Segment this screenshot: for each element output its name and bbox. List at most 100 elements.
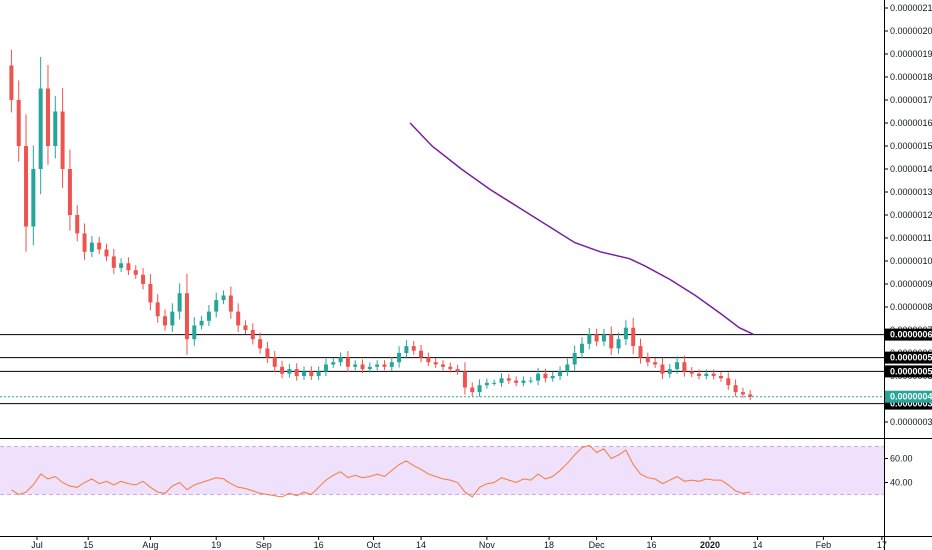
rsi-line (11, 444, 751, 498)
candle (726, 378, 731, 386)
time-tick-label: Feb (816, 540, 832, 550)
candle (492, 382, 497, 384)
candle (718, 376, 723, 379)
candle (236, 311, 241, 326)
candle (111, 256, 116, 268)
candle (75, 215, 80, 234)
candle (514, 380, 519, 383)
candle (331, 362, 336, 365)
candle (404, 346, 409, 353)
candle (565, 364, 570, 372)
candle (579, 343, 584, 353)
candle (660, 364, 665, 374)
candle (353, 364, 358, 367)
candle (499, 378, 504, 383)
candle (250, 330, 255, 340)
candle (389, 362, 394, 367)
time-tick-label: 16 (646, 540, 656, 550)
price-tag[interactable] (885, 351, 932, 364)
candle (711, 373, 716, 376)
candle (265, 348, 270, 358)
time-tick-label: Dec (589, 540, 606, 550)
time-tick-label: 16 (314, 540, 324, 550)
price-tag-label[interactable]: 0.00000058 (890, 353, 932, 363)
time-tick-label: Nov (479, 540, 496, 550)
moving-average-line (409, 122, 755, 336)
candle (382, 364, 387, 367)
candle (609, 334, 614, 349)
candle (631, 327, 636, 347)
candle (60, 111, 65, 169)
price-tag-label[interactable]: 0.00000068 (890, 330, 932, 340)
price-tags[interactable]: 0.00000068 0.00000058 0.00000052 0.00000038… (885, 328, 932, 410)
candle (426, 357, 431, 363)
candle (623, 327, 628, 340)
candles (9, 49, 753, 401)
time-tick-label: 2020 (700, 540, 720, 550)
candle (616, 339, 621, 349)
candle (287, 369, 292, 374)
candle (126, 263, 131, 271)
price-tag[interactable] (885, 365, 932, 378)
moving-average (409, 122, 755, 336)
candle (484, 382, 489, 386)
candle (89, 242, 94, 252)
time-tick-label: 14 (416, 540, 426, 550)
candle (214, 300, 219, 312)
rsi-tick-label: 60.00 (890, 454, 913, 464)
candle (419, 350, 424, 358)
candle (689, 371, 694, 374)
candle (667, 369, 672, 374)
candle (67, 169, 72, 215)
candle (397, 353, 402, 363)
price-tag[interactable] (885, 390, 932, 403)
candle (733, 385, 738, 393)
price-tag[interactable] (885, 328, 932, 341)
time-tick-label: Sep (256, 540, 272, 550)
candle (199, 320, 204, 326)
candle (9, 65, 14, 100)
time-tick-label: 14 (753, 540, 763, 550)
candle (119, 263, 124, 268)
candle (543, 373, 548, 379)
candle (594, 334, 599, 342)
candle (455, 369, 460, 372)
candle (506, 378, 511, 381)
candle (302, 371, 307, 376)
candle (258, 339, 263, 349)
candle (280, 366, 285, 374)
time-tick-label: 15 (83, 540, 93, 550)
candle (16, 100, 21, 146)
candle (31, 169, 36, 227)
price-tick-label: 0.00000210 (890, 3, 932, 13)
candle (221, 295, 226, 301)
candle (316, 371, 321, 376)
price-tag-label[interactable]: 0.00000041 (890, 392, 932, 402)
candle (345, 357, 350, 367)
time-tick-label: 18 (544, 540, 554, 550)
price-tag-label[interactable]: 0.00000052 (890, 366, 932, 376)
candle (184, 293, 189, 340)
candle (206, 311, 211, 321)
candle (477, 385, 482, 393)
price-tag-label[interactable]: 0.00000038 (890, 399, 932, 409)
candle (440, 364, 445, 367)
candle (133, 270, 138, 275)
candle (470, 387, 475, 393)
rsi-tick-label: 40.00 (890, 478, 913, 488)
candle (601, 334, 606, 342)
rsi-band-fill (0, 446, 884, 495)
candle (433, 362, 438, 365)
candle (141, 274, 146, 284)
candle (448, 366, 453, 370)
